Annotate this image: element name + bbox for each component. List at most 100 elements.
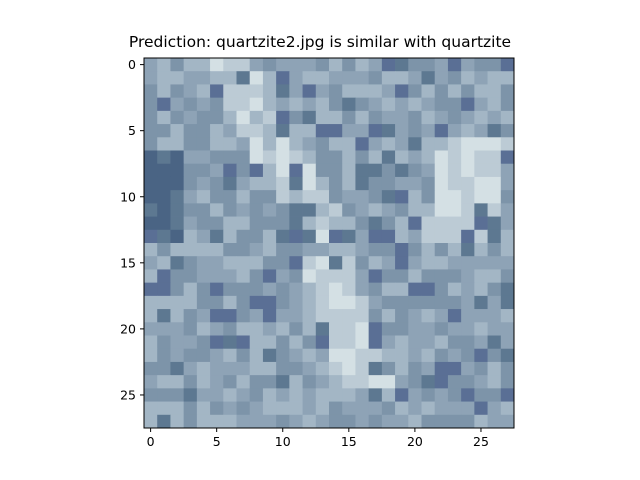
image-pixel xyxy=(223,176,237,191)
image-pixel xyxy=(315,282,330,297)
image-pixel xyxy=(289,203,303,217)
image-pixel xyxy=(223,124,237,138)
image-pixel xyxy=(447,309,462,323)
image-pixel xyxy=(342,282,356,297)
image-pixel xyxy=(381,256,396,270)
image-pixel xyxy=(223,322,237,336)
image-pixel xyxy=(355,163,370,178)
image-pixel xyxy=(421,124,436,138)
image-pixel xyxy=(434,322,449,336)
image-pixel xyxy=(183,322,198,336)
image-pixel xyxy=(474,163,488,178)
image-pixel xyxy=(421,309,436,323)
image-pixel xyxy=(487,256,502,270)
image-pixel xyxy=(210,256,224,270)
image-pixel xyxy=(236,137,251,151)
image-pixel xyxy=(368,243,383,257)
image-pixel xyxy=(170,295,185,310)
image-pixel xyxy=(157,216,171,231)
image-pixel xyxy=(342,163,356,178)
image-pixel xyxy=(262,335,277,350)
image-pixel xyxy=(302,256,317,270)
image-pixel xyxy=(381,58,396,72)
image-pixel xyxy=(210,269,224,284)
image-pixel xyxy=(289,110,303,125)
image-pixel xyxy=(170,361,185,376)
image-pixel xyxy=(302,401,317,416)
image-pixel xyxy=(249,216,264,231)
image-pixel xyxy=(461,110,475,125)
image-pixel xyxy=(170,203,185,217)
image-pixel xyxy=(289,243,303,257)
image-pixel xyxy=(447,163,462,178)
image-pixel xyxy=(144,124,158,138)
image-pixel xyxy=(144,110,158,125)
image-pixel xyxy=(381,348,396,363)
image-pixel xyxy=(170,256,185,270)
image-pixel xyxy=(408,216,422,231)
image-pixel xyxy=(144,216,158,231)
image-pixel xyxy=(157,150,171,165)
image-pixel xyxy=(355,348,370,363)
image-pixel xyxy=(500,71,515,85)
image-pixel xyxy=(421,58,436,72)
image-pixel xyxy=(381,335,396,350)
image-pixel xyxy=(487,243,502,257)
image-pixel xyxy=(249,163,264,178)
image-pixel xyxy=(395,124,409,138)
image-pixel xyxy=(329,124,343,138)
image-frame xyxy=(143,57,515,429)
image-pixel xyxy=(223,375,237,389)
image-pixel xyxy=(500,348,515,363)
image-pixel xyxy=(289,414,303,429)
image-pixel xyxy=(355,335,370,350)
image-pixel xyxy=(434,110,449,125)
image-pixel xyxy=(381,388,396,402)
image-pixel xyxy=(395,322,409,336)
image-pixel xyxy=(210,282,224,297)
image-pixel xyxy=(236,163,251,178)
image-pixel xyxy=(315,414,330,429)
y-tick-label: 10 xyxy=(120,189,136,204)
image-pixel xyxy=(329,282,343,297)
image-pixel xyxy=(368,176,383,191)
image-pixel xyxy=(421,414,436,429)
image-pixel xyxy=(421,97,436,112)
image-pixel xyxy=(289,124,303,138)
image-pixel xyxy=(196,216,211,231)
image-pixel xyxy=(315,150,330,165)
image-pixel xyxy=(276,282,290,297)
image-pixel xyxy=(302,124,317,138)
image-pixel xyxy=(196,243,211,257)
image-pixel xyxy=(262,124,277,138)
image-pixel xyxy=(315,110,330,125)
image-pixel xyxy=(183,137,198,151)
image-pixel xyxy=(395,269,409,284)
image-pixel xyxy=(144,256,158,270)
image-pixel xyxy=(196,84,211,99)
image-pixel xyxy=(368,124,383,138)
image-pixel xyxy=(196,256,211,270)
image-pixel xyxy=(223,203,237,217)
image-pixel xyxy=(183,150,198,165)
image-pixel xyxy=(487,361,502,376)
y-tick-label: 15 xyxy=(120,255,136,270)
image-pixel xyxy=(395,176,409,191)
image-pixel xyxy=(461,203,475,217)
image-pixel xyxy=(236,84,251,99)
image-pixel xyxy=(196,348,211,363)
image-pixel xyxy=(276,335,290,350)
image-pixel xyxy=(447,216,462,231)
image-pixel xyxy=(395,229,409,244)
image-pixel xyxy=(487,216,502,231)
image-pixel xyxy=(210,58,224,72)
image-pixel xyxy=(447,97,462,112)
image-pixel xyxy=(355,414,370,429)
image-pixel xyxy=(381,137,396,151)
image-pixel xyxy=(315,97,330,112)
image-pixel xyxy=(461,335,475,350)
image-pixel xyxy=(447,282,462,297)
image-pixel xyxy=(183,269,198,284)
image-pixel xyxy=(421,203,436,217)
